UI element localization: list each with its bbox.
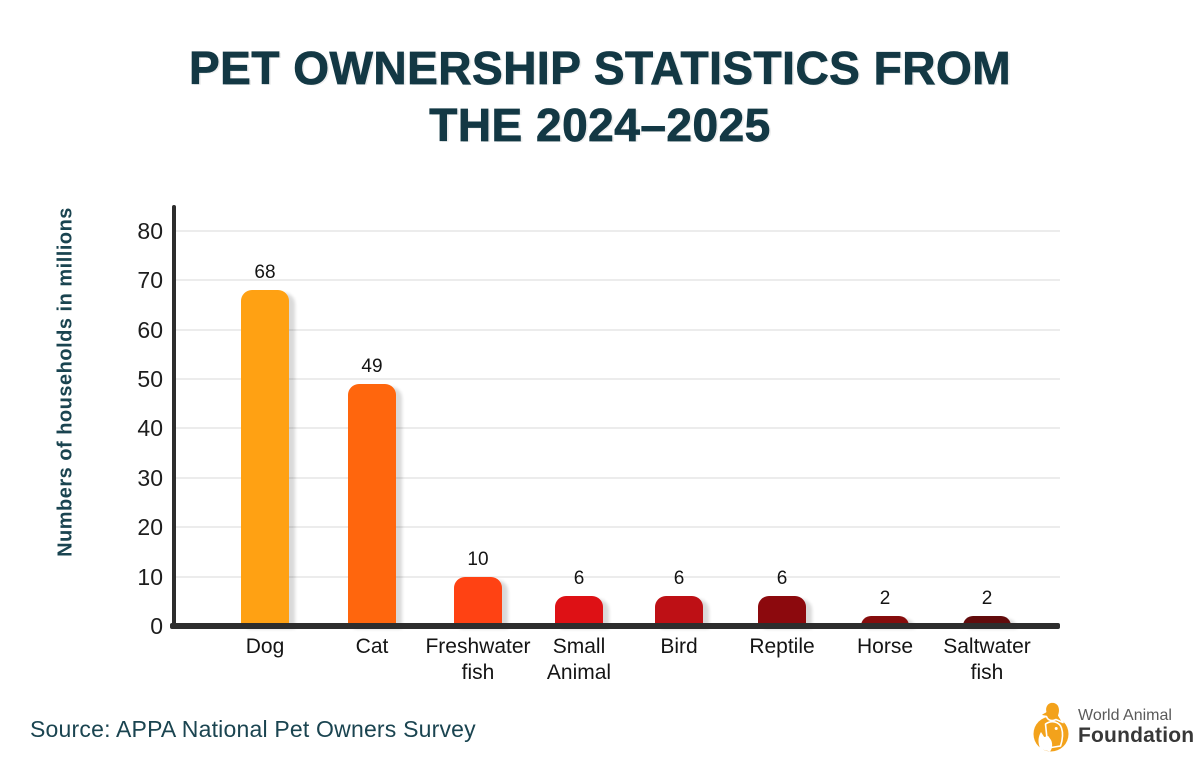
x-label-dog: Dog [245,635,285,658]
gridline-80 [176,229,1060,232]
title-line-2: THE 2024–2025 [429,99,771,152]
bar-bird [655,596,703,626]
source-note: Source: APPA National Pet Owners Survey [30,716,476,742]
bar-reptile [758,596,806,626]
bar-value-dog: 68 [254,262,276,283]
bar-value-reptile: 6 [776,568,788,589]
bar-value-bird: 6 [673,568,685,589]
world-animal-foundation-icon [1033,701,1069,752]
x-label-horse: Horse [856,635,914,658]
y-tick-20: 20 [137,514,163,541]
x-label-cat: Cat [355,635,389,658]
bar-value-horse: 2 [879,588,891,609]
x-axis-line [170,623,1060,629]
y-tick-0: 0 [150,613,163,639]
gridline-50 [176,378,1060,380]
x-label-freshwater-fish: Freshwater fish [425,635,531,684]
x-label-small-animal: Small Animal [546,635,612,684]
gridline-60 [176,328,1060,331]
bar-dog [241,290,289,626]
bar-value-cat: 49 [361,356,383,377]
gridline-70 [176,279,1060,282]
y-tick-80: 80 [137,217,163,244]
gridline-40 [176,427,1060,430]
bar-saltwater-fish [963,616,1011,626]
y-tick-70: 70 [137,267,163,294]
gridline-10 [176,575,1060,578]
bar-cat [348,384,396,626]
bar-value-saltwater-fish: 2 [981,588,993,609]
gridline-30 [176,476,1060,479]
y-tick-10: 10 [137,563,163,590]
page-title: PET OWNERSHIP STATISTICS FROM THE 2024–2… [0,40,1200,154]
y-tick-60: 60 [137,316,163,343]
y-tick-50: 50 [137,366,163,392]
x-label-bird: Bird [660,635,698,658]
bar-freshwater-fish [454,577,502,626]
bar-value-freshwater-fish: 10 [467,549,489,570]
x-label-reptile: Reptile [749,635,815,658]
y-axis-line [172,205,176,629]
title-line-1: PET OWNERSHIP STATISTICS FROM [188,42,1012,95]
y-tick-40: 40 [137,415,163,442]
bar-horse [861,616,909,626]
logo-text-line1: World Animal [1078,707,1172,724]
bar-value-small-animal: 6 [573,568,585,589]
y-tick-30: 30 [137,464,163,491]
world-animal-foundation-logo: World Animal Foundation [1032,700,1194,754]
x-label-saltwater-fish: Saltwater fish [943,635,1031,684]
bar-small-animal [555,596,603,626]
logo-text: World Animal Foundation [1078,707,1194,747]
gridline-20 [176,526,1060,529]
logo-text-line2: Foundation [1078,724,1195,747]
